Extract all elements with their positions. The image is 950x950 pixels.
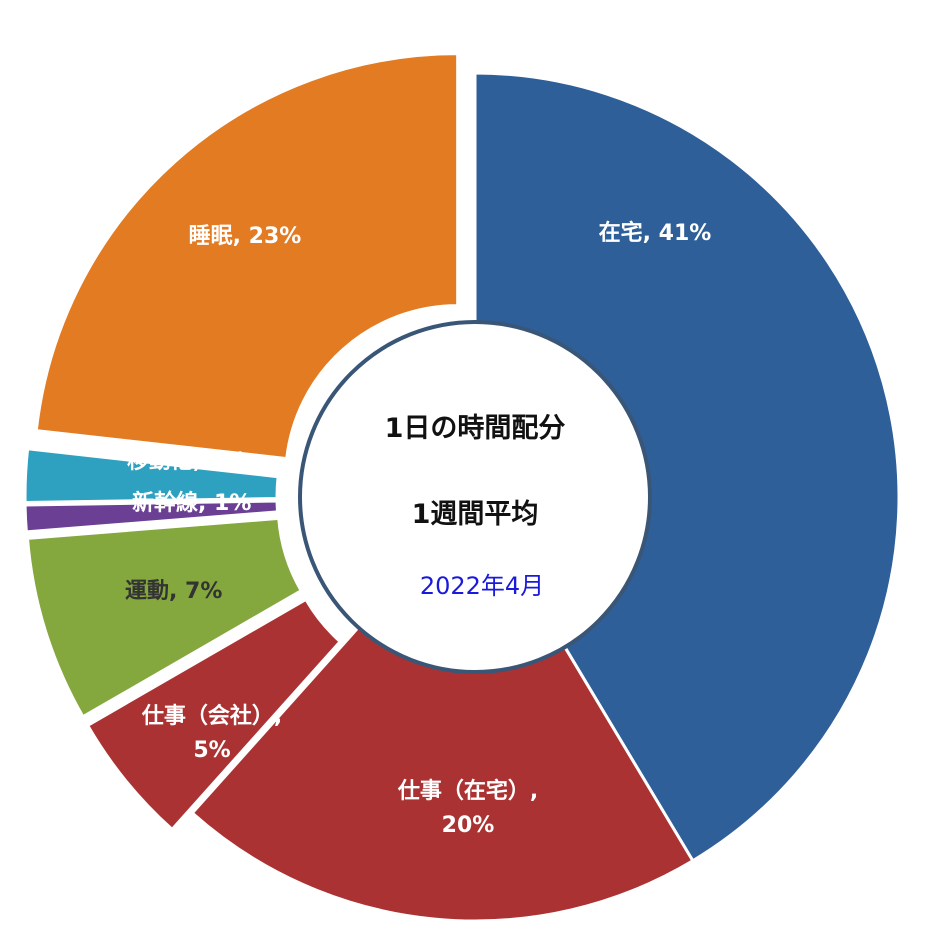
slice-label-5: 移動他, 2%	[127, 448, 246, 474]
chart-slices	[23, 52, 901, 923]
slice-label-4: 新幹線, 1%	[132, 490, 251, 516]
center-date: 2022年4月	[420, 572, 544, 600]
center-subtitle: 1週間平均	[412, 499, 539, 530]
slice-3	[25, 516, 304, 719]
slice-6	[34, 52, 460, 461]
slice-5	[23, 447, 280, 505]
slice-2	[85, 597, 343, 832]
slice-label-0: 在宅, 41%	[599, 220, 712, 246]
chart-slice-labels: 在宅, 41% 仕事（在宅）, 20% 仕事（会社）, 5% 運動, 7% 新幹線, 1% 移…	[125, 220, 711, 838]
center-hole	[298, 320, 652, 674]
slice-label-1: 仕事（在宅）, 20%	[397, 778, 538, 838]
slice-label-2: 仕事（会社）, 5%	[141, 703, 282, 763]
slice-label-6: 睡眠, 23%	[189, 224, 302, 249]
center-title: 1日の時間配分	[385, 413, 566, 444]
slice-4	[23, 499, 280, 534]
slice-label-3: 運動, 7%	[125, 579, 222, 604]
